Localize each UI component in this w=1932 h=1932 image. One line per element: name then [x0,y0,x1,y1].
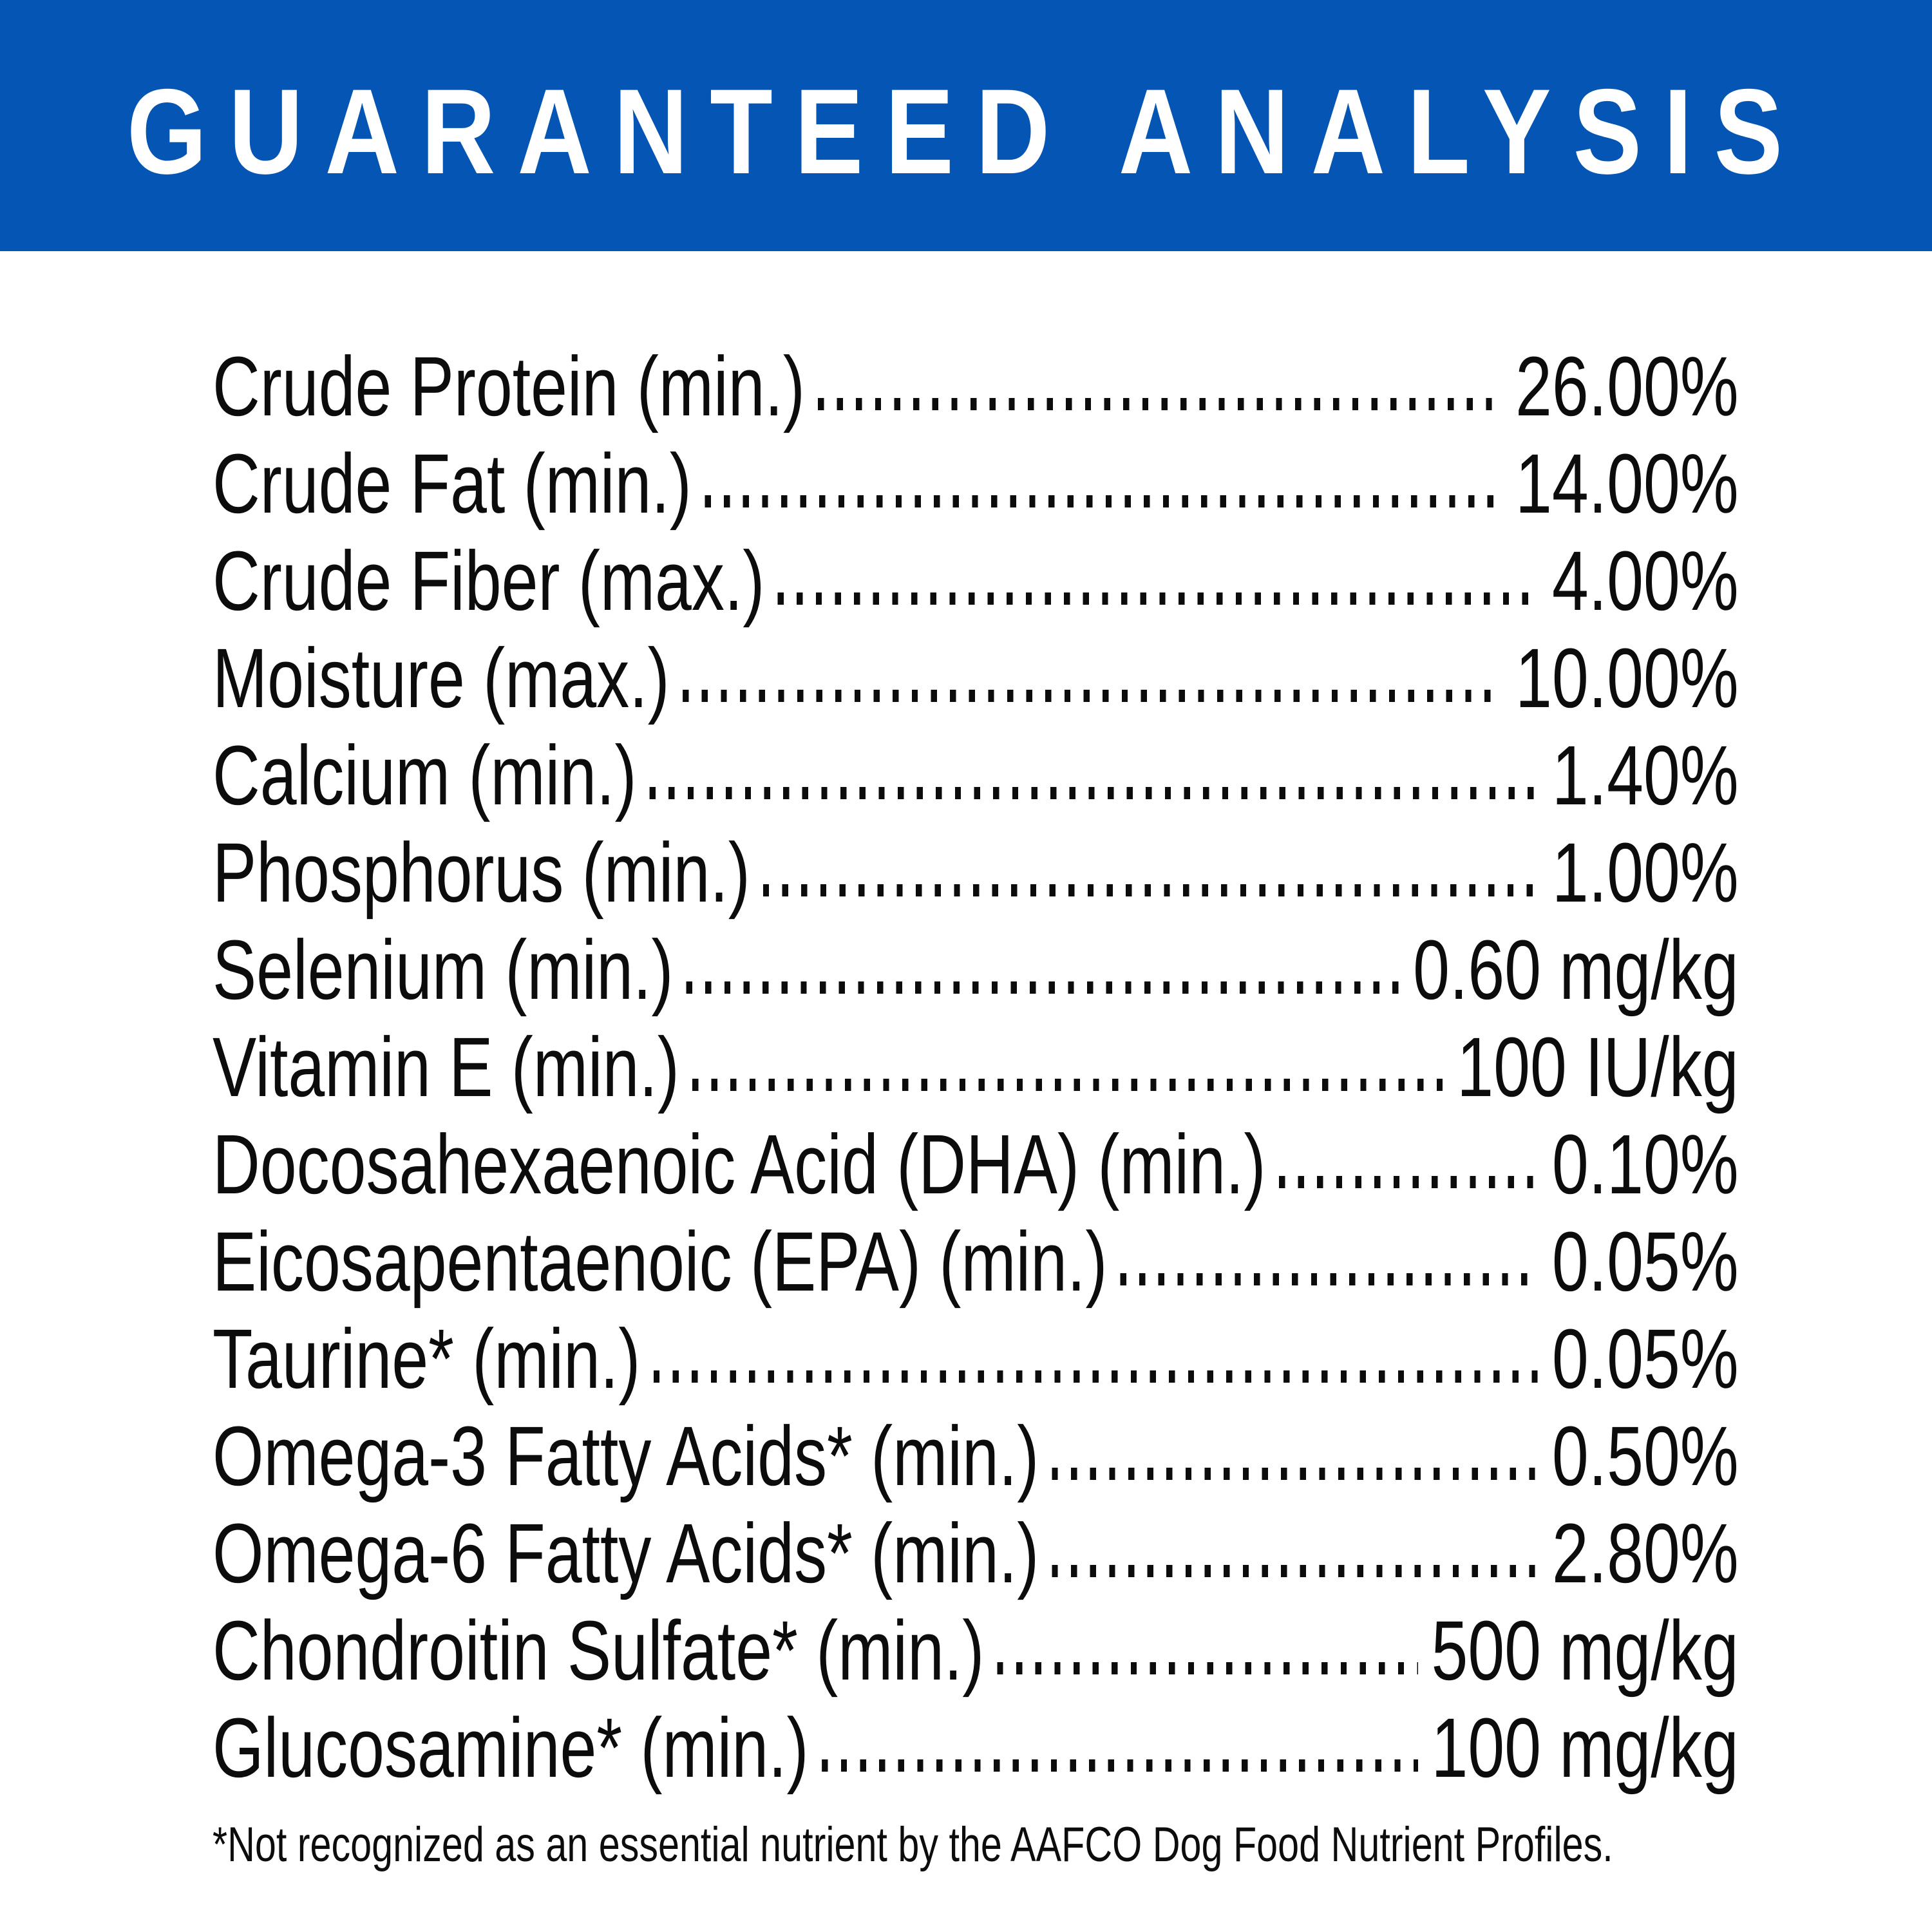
nutrient-label: Calcium (min.) [213,728,637,822]
nutrient-label: Eicosapentaenoic (EPA) (min.) [213,1214,1108,1309]
dotted-leader [1120,1273,1539,1285]
header-band: GUARANTEED ANALYSIS [0,0,1932,251]
nutrient-label: Glucosamine* (min.) [213,1700,809,1795]
dotted-leader [682,690,1502,702]
nutrient-row: Phosphorus (min.) 1.00% [213,817,1739,914]
nutrient-row: Calcium (min.) 1.40% [213,720,1739,817]
nutrient-label: Docosahexaenoic Acid (DHA) (min.) [213,1117,1266,1211]
nutrient-row: Glucosamine* (min.) 100 mg/kg [213,1692,1739,1790]
dotted-leader [686,981,1400,994]
dotted-leader [777,592,1539,605]
nutrient-value: 26.00% [1515,339,1739,433]
nutrient-value: 500 mg/kg [1431,1603,1739,1698]
nutrient-row: Omega-3 Fatty Acids* (min.) 0.50% [213,1401,1739,1498]
nutrient-label: Moisture (max.) [213,630,670,725]
nutrient-value: 14.00% [1515,436,1739,531]
dotted-leader [997,1662,1419,1674]
nutrient-label: Vitamin E (min.) [213,1019,679,1114]
nutrient-row: Moisture (max.) 10.00% [213,623,1739,720]
nutrient-label: Selenium (min.) [213,922,674,1017]
nutrient-value: 100 IU/kg [1457,1019,1739,1114]
nutrient-row: Taurine* (min.) 0.05% [213,1303,1739,1401]
dotted-leader [821,1759,1419,1772]
aafco-footnote: *Not recognized as an essential nutrient… [213,1817,1613,1872]
nutrient-label: Crude Protein (min.) [213,339,805,433]
guaranteed-analysis-list: Crude Protein (min.) 26.00% Crude Fat (min… [213,331,1739,1790]
nutrient-row: Eicosapentaenoic (EPA) (min.) 0.05% [213,1206,1739,1303]
nutrient-value: 0.05% [1551,1311,1739,1406]
nutrient-label: Chondroitin Sulfate* (min.) [213,1603,985,1698]
dotted-leader [649,787,1539,799]
nutrient-row: Docosahexaenoic Acid (DHA) (min.) 0.10% [213,1109,1739,1206]
dotted-leader [1278,1176,1539,1188]
page-title: GUARANTEED ANALYSIS [127,64,1805,199]
nutrient-label: Omega-3 Fatty Acids* (min.) [213,1408,1039,1503]
nutrient-label: Omega-6 Fatty Acids* (min.) [213,1506,1039,1600]
dotted-leader [705,495,1502,507]
dotted-leader [653,1370,1539,1383]
nutrient-value: 2.80% [1551,1506,1739,1600]
nutrient-label: Crude Fat (min.) [213,436,692,531]
dotted-leader [1052,1565,1539,1577]
nutrient-value: 1.00% [1551,825,1739,920]
nutrient-value: 0.10% [1551,1117,1739,1211]
nutrient-value: 1.40% [1551,728,1739,822]
nutrient-label: Phosphorus (min.) [213,825,750,920]
nutrient-value: 100 mg/kg [1431,1700,1739,1795]
nutrient-label: Taurine* (min.) [213,1311,641,1406]
nutrient-value: 10.00% [1515,630,1739,725]
nutrient-value: 0.60 mg/kg [1413,922,1739,1017]
nutrient-row: Crude Protein (min.) 26.00% [213,331,1739,428]
nutrient-row: Crude Fat (min.) 14.00% [213,428,1739,526]
content-area: Crude Protein (min.) 26.00% Crude Fat (min… [213,251,1739,1872]
dotted-leader [1052,1468,1539,1480]
nutrient-row: Selenium (min.) 0.60 mg/kg [213,914,1739,1012]
dotted-leader [692,1079,1444,1091]
dotted-leader [818,398,1502,410]
dotted-leader [763,884,1539,896]
nutrient-label: Crude Fiber (max.) [213,533,765,628]
nutrient-value: 0.50% [1551,1408,1739,1503]
nutrient-row: Crude Fiber (max.) 4.00% [213,526,1739,623]
nutrient-row: Chondroitin Sulfate* (min.) 500 mg/kg [213,1595,1739,1692]
nutrient-row: Vitamin E (min.) 100 IU/kg [213,1012,1739,1109]
nutrient-row: Omega-6 Fatty Acids* (min.) 2.80% [213,1498,1739,1595]
nutrient-value: 0.05% [1551,1214,1739,1309]
nutrient-value: 4.00% [1551,533,1739,628]
